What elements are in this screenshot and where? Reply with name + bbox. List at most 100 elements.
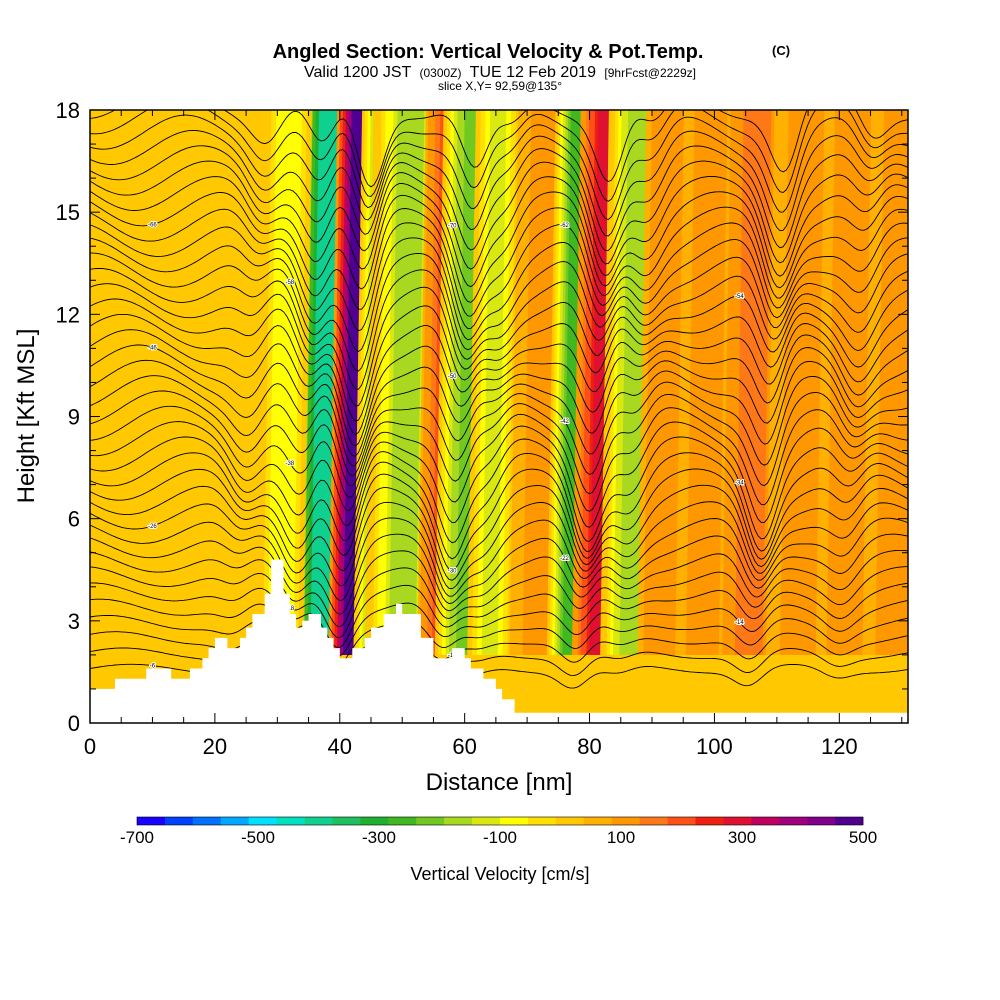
- y-tick-label: 9: [68, 405, 80, 430]
- y-axis-label: Height [Kft MSL]: [13, 329, 40, 504]
- colorbar-tick-label: -700: [120, 828, 154, 847]
- theta-contour-21: [90, 329, 908, 447]
- contour-label: -66: [148, 223, 157, 229]
- y-tick-label: 18: [56, 98, 80, 123]
- theta-contour-36: [90, 110, 908, 202]
- colorbar-title: Vertical Velocity [cm/s]: [410, 864, 589, 884]
- colorbar-swatch: [416, 817, 445, 825]
- theta-contour-11: [90, 484, 908, 581]
- colorbar-swatch: [835, 817, 864, 825]
- theta-contour-7: [90, 549, 908, 628]
- x-tick-label: 0: [84, 734, 96, 759]
- x-tick-label: 80: [577, 734, 601, 759]
- contour-label: -42: [560, 419, 569, 425]
- colorbar-tick-label: 100: [607, 828, 635, 847]
- x-tick-label: 20: [203, 734, 227, 759]
- contour-label: -6: [150, 664, 156, 670]
- subtitle-line: Valid 1200 JST (0300Z) TUE 12 Feb 2019 […: [304, 64, 696, 81]
- contour-label: -14: [735, 620, 744, 626]
- velocity-band-12-level-6: [696, 110, 729, 655]
- theta-contour-30: [90, 191, 908, 303]
- contour-label: -22: [560, 556, 569, 562]
- theta-contour-9: [90, 517, 908, 602]
- colorbar-frame: [136, 816, 864, 826]
- theta-contour-24: [90, 283, 908, 407]
- theta-contour-26: [90, 252, 908, 372]
- colorbar-tick-label: 300: [728, 828, 756, 847]
- colorbar-swatch: [332, 817, 361, 825]
- colorbar-swatch: [527, 817, 557, 825]
- colorbar-swatch: [164, 817, 194, 825]
- theta-contour-25: [90, 267, 908, 390]
- contour-label: -34: [735, 481, 744, 487]
- x-tick-label: 100: [696, 734, 733, 759]
- colorbar-ticks: -700 -500 -300 -100 100 300 500: [120, 828, 877, 847]
- chart-title-note: (C): [772, 43, 790, 58]
- contour-label: -58: [285, 280, 294, 286]
- plot-area: -6-10-14-18-22-26-30-34-38-42-46-50-54-5…: [90, 110, 908, 723]
- colorbar-swatch: [276, 817, 305, 825]
- contour-label: -62: [560, 223, 569, 229]
- theta-contour-3: [90, 614, 908, 666]
- y-tick-label: 15: [56, 200, 80, 225]
- theta-contour-31: [90, 175, 908, 288]
- contour-label: -46: [148, 345, 157, 351]
- contour-label: -70: [448, 223, 457, 229]
- y-tick-label: 3: [68, 609, 80, 634]
- colorbar-tick-label: 500: [849, 828, 877, 847]
- colorbar: [136, 816, 864, 826]
- y-tick-label: 6: [68, 507, 80, 532]
- theta-contour-22: [90, 313, 908, 436]
- theta-contour-27: [90, 237, 908, 353]
- theta-contour-13: [90, 452, 908, 560]
- x-tick-label: 120: [821, 734, 858, 759]
- theta-contour-8: [90, 533, 908, 615]
- theta-contour-37: [90, 110, 908, 188]
- theta-contour-18: [90, 375, 908, 477]
- colorbar-swatch: [779, 817, 808, 825]
- theta-contour-4: [90, 598, 908, 657]
- colorbar-swatch: [611, 817, 640, 825]
- theta-contour-35: [90, 114, 908, 221]
- theta-contour-32: [90, 160, 908, 270]
- theta-contour-6: [90, 566, 908, 639]
- y-tick-label: 12: [56, 302, 80, 327]
- theta-contour-33: [90, 145, 908, 252]
- colorbar-swatch: [555, 817, 585, 825]
- colorbar-swatch: [639, 817, 668, 825]
- colorbar-tick-label: -100: [483, 828, 517, 847]
- colorbar-swatch: [472, 817, 501, 825]
- colorbar-swatch: [807, 817, 836, 825]
- colorbar-tick-label: -500: [241, 828, 275, 847]
- subtitle-valid: Valid 1200 JST: [304, 64, 412, 81]
- x-axis: 0 20 40 60 80 100 120: [84, 110, 903, 759]
- theta-contour-5: [90, 582, 908, 648]
- velocity-band-13-level-6: [738, 110, 769, 655]
- theta-contour-10: [90, 501, 908, 590]
- colorbar-swatch: [583, 817, 612, 825]
- colorbar-swatch: [695, 817, 724, 825]
- x-tick-label: 60: [452, 734, 476, 759]
- colorbar-swatch: [248, 817, 277, 825]
- theta-contour-28: [90, 222, 908, 332]
- theta-contour-12: [90, 468, 908, 571]
- contour-label: -30: [448, 568, 457, 574]
- contour-label: -18: [285, 606, 294, 612]
- colorbar-swatch: [388, 817, 417, 825]
- y-tick-label: 0: [68, 711, 80, 736]
- colorbar-swatch: [723, 817, 752, 825]
- chart-title: Angled Section: Vertical Velocity & Pot.…: [273, 41, 704, 63]
- theta-contour-15: [90, 421, 908, 528]
- slice-label: slice X,Y= 92,59@135°: [438, 79, 562, 93]
- colorbar-swatch: [192, 817, 222, 825]
- contour-label: -54: [735, 294, 744, 300]
- theta-contour-17: [90, 390, 908, 495]
- theta-contour-19: [90, 359, 908, 467]
- theta-contour-34: [90, 129, 908, 237]
- subtitle-fcst: [9hrFcst@2229z]: [604, 66, 696, 80]
- theta-contour-23: [90, 298, 908, 422]
- colorbar-swatch: [220, 817, 249, 825]
- theta-contour-29: [90, 206, 908, 317]
- theta-contour-14: [90, 436, 908, 544]
